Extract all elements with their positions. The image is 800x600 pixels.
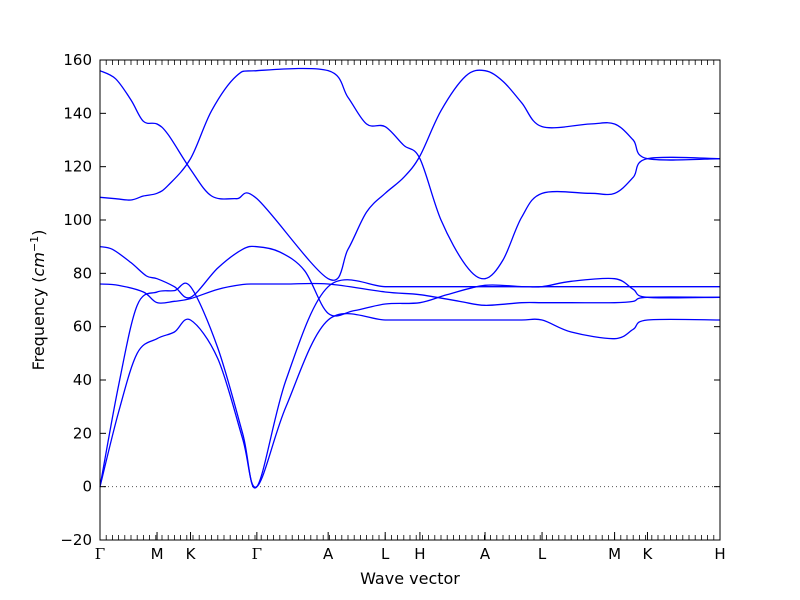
y-tick-label: −20 <box>60 531 92 549</box>
x-tick-label: Γ <box>95 545 105 563</box>
y-tick-label: 40 <box>73 371 92 389</box>
y-axis-unit-exponent: −1 <box>28 236 41 252</box>
y-tick-label: 80 <box>73 264 92 282</box>
y-tick-label: 100 <box>63 211 92 229</box>
tick-label-layer: −20 0 20 40 60 80 100 120 140 160 Γ M K Γ A L H A L M K H <box>60 51 725 563</box>
band-line-2 <box>99 67 721 280</box>
y-tick-label: 0 <box>82 478 92 496</box>
band-line-3 <box>99 245 720 317</box>
y-tick-label: 20 <box>73 424 92 442</box>
x-tick-label: K <box>643 545 654 563</box>
band-line-1 <box>99 69 721 281</box>
y-axis-label-text: Frequency <box>29 288 48 371</box>
y-tick-label: 120 <box>63 158 92 176</box>
y-axis-label: Frequency (cm−1) <box>28 230 49 371</box>
x-tick-label: L <box>538 545 547 563</box>
x-tick-label: H <box>714 545 725 563</box>
y-tick-label: 160 <box>63 51 92 69</box>
x-axis-label: Wave vector <box>360 569 460 588</box>
x-tick-label: M <box>608 545 621 563</box>
band-line-4 <box>99 282 721 306</box>
band-line-6 <box>99 312 721 488</box>
x-tick-label: A <box>480 545 491 563</box>
y-tick-label: 60 <box>73 318 92 336</box>
tick-layer <box>99 59 721 541</box>
y-axis-unit: cm <box>29 252 48 276</box>
x-tick-label: A <box>323 545 334 563</box>
x-tick-label: K <box>186 545 197 563</box>
x-tick-label: Γ <box>252 545 262 563</box>
x-tick-label: M <box>151 545 164 563</box>
plot-frame <box>99 59 721 541</box>
series-layer <box>99 67 721 489</box>
x-tick-label: L <box>381 545 390 563</box>
x-tick-label: H <box>414 545 425 563</box>
y-tick-label: 140 <box>63 104 92 122</box>
band-line-5 <box>99 277 721 489</box>
